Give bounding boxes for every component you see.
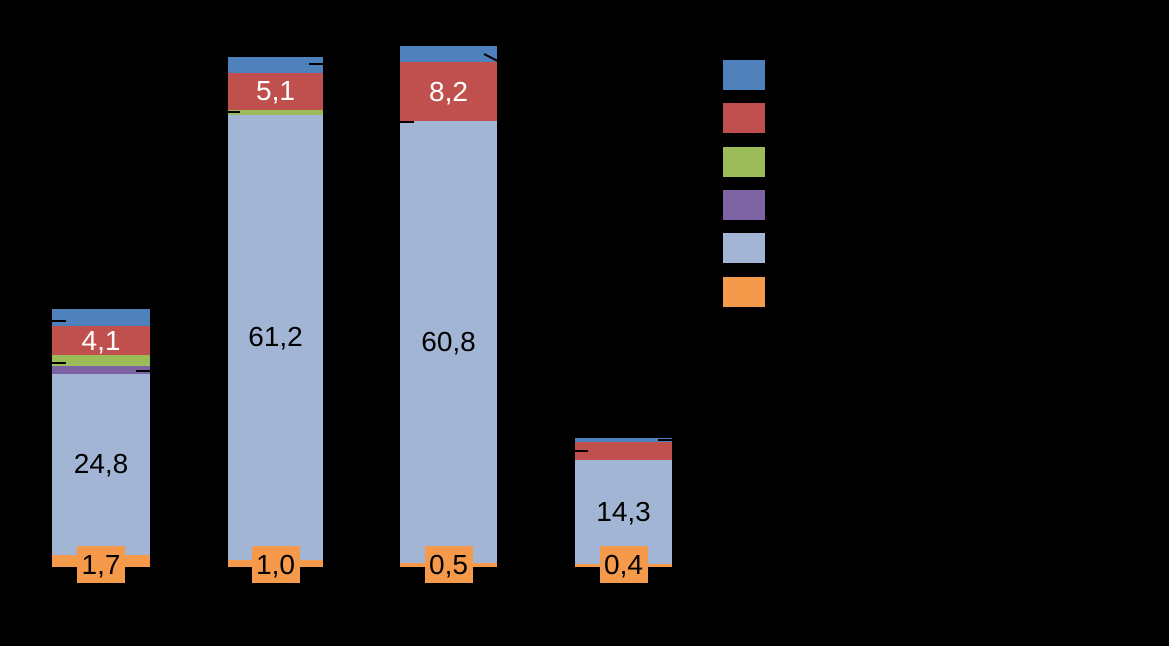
bar-3-segment-series-2-red: 8,2 [400, 61, 497, 122]
callout-label-series-6-orange-cat1: 1,7 [77, 546, 125, 583]
bar-1-segment-series-3-green [52, 355, 150, 366]
bar-3-segment-series-1-blue [400, 46, 497, 62]
data-label-series-5-lightblue-cat2: 61,2 [248, 321, 303, 353]
callout-label-series-6-orange-cat2: 1,0 [251, 546, 300, 583]
leader-tick-8 [658, 439, 672, 441]
leader-tick-4 [309, 63, 325, 65]
leader-tick-9 [572, 450, 588, 452]
legend-swatch-series-2-red [723, 103, 765, 134]
bar-1-segment-series-1-blue [52, 308, 150, 326]
data-label-series-5-lightblue-cat3: 60,8 [421, 326, 476, 358]
legend-swatch-series-1-blue [723, 60, 765, 90]
legend-swatch-series-4-purple [723, 189, 765, 220]
data-label-series-2-red-cat1: 4,1 [81, 324, 121, 356]
leader-tick-1 [52, 320, 66, 322]
data-label-series-5-lightblue-cat1: 24,8 [73, 448, 129, 480]
leader-tick-7 [398, 121, 414, 123]
bar-4-segment-series-5-lightblue: 14,3 [575, 460, 672, 565]
legend-swatch-series-3-green [723, 146, 765, 177]
bar-2-segment-series-1-blue [228, 57, 323, 73]
bar-2-segment-series-3-green [228, 109, 323, 115]
data-label-series-2-red-cat2: 5,1 [256, 75, 295, 107]
bar-2-segment-series-2-red: 5,1 [228, 72, 323, 110]
bar-1-segment-series-2-red: 4,1 [52, 324, 150, 356]
legend-swatch-series-6-orange [723, 276, 765, 307]
bar-2-segment-series-5-lightblue: 61,2 [228, 114, 323, 560]
bar-1-segment-series-4-purple [52, 365, 150, 375]
leader-tick-3 [136, 370, 152, 372]
bar-1-segment-series-5-lightblue: 24,8 [52, 374, 150, 555]
bar-4-segment-series-1-blue [575, 437, 672, 442]
bar-4-segment-series-2-red [575, 441, 672, 461]
bar-3-segment-series-5-lightblue: 60,8 [400, 121, 497, 564]
callout-label-series-6-orange-cat4: 0,4 [599, 546, 648, 583]
leader-tick-2 [52, 362, 66, 364]
leader-tick-5 [224, 111, 240, 113]
callout-label-series-6-orange-cat3: 0,5 [424, 546, 473, 583]
data-label-series-5-lightblue-cat4: 14,3 [596, 496, 651, 528]
data-label-series-2-red-cat3: 8,2 [429, 75, 468, 107]
legend-swatch-series-5-lightblue [723, 233, 765, 264]
